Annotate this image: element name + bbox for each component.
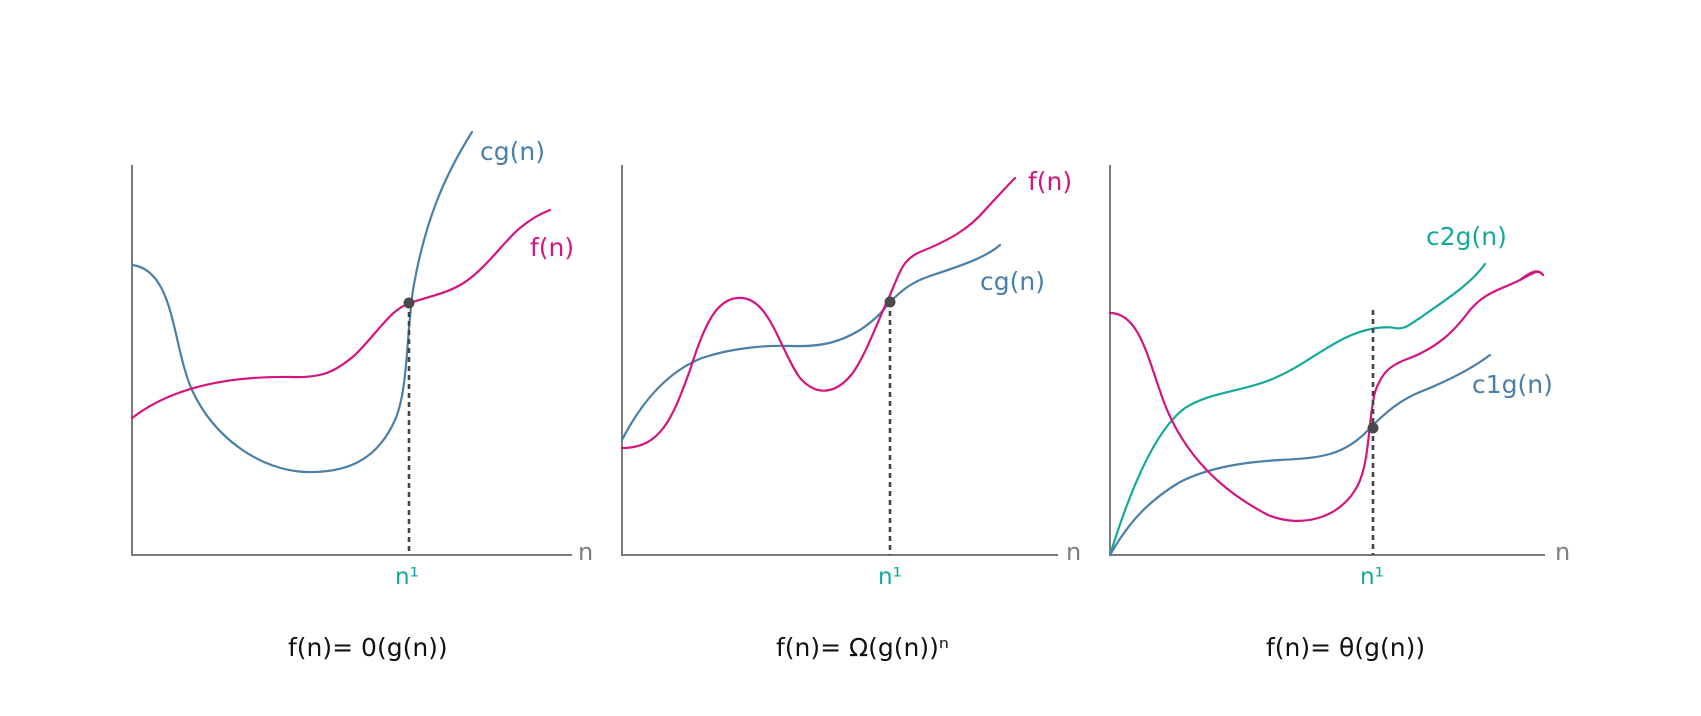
panel-1-f-curve (130, 208, 552, 420)
panel-1-curve-label-1: cg(n) (480, 137, 545, 166)
panel-3-threshold-label: n¹ (1360, 564, 1384, 590)
panel-big-theta: c2g(n) c1g(n) n n¹ f(n)= θ(g(n)) (1108, 165, 1570, 662)
panel-1-curve-label-2: f(n) (530, 233, 574, 262)
panel-2-axis-label: n (1066, 538, 1081, 566)
panel-1-intersection-point (403, 297, 415, 309)
panel-2-curve-label-2: cg(n) (980, 267, 1045, 296)
panel-big-omega: f(n) cg(n) n n¹ f(n)= Ω(g(n))ⁿ (620, 165, 1081, 662)
panel-1-cg-curve (130, 130, 474, 474)
panel-1-caption: f(n)= 0(g(n)) (288, 633, 448, 662)
panel-3-curve-label-1: c2g(n) (1426, 222, 1507, 251)
panel-3-axis-label: n (1555, 538, 1570, 566)
panel-3-intersection-point (1367, 422, 1379, 434)
panel-2-intersection-point (884, 296, 896, 308)
panel-2-cg-curve (620, 243, 1002, 442)
panel-3-f-curve (1108, 270, 1545, 522)
panel-3-curve-label-2: c1g(n) (1472, 370, 1553, 399)
panel-big-o: cg(n) f(n) n n¹ f(n)= 0(g(n)) (130, 130, 593, 662)
panel-3-c2g-curve (1108, 262, 1487, 557)
panel-1-axis-label: n (578, 538, 593, 566)
panel-2-f-curve (620, 176, 1017, 450)
panel-3-f-curve-tail (1518, 270, 1545, 282)
panel-2-axes (621, 165, 1058, 556)
panel-1-axes (131, 165, 572, 556)
panel-2-threshold-label: n¹ (878, 564, 902, 590)
panel-3-c1g-curve (1108, 353, 1492, 557)
panel-2-caption: f(n)= Ω(g(n))ⁿ (776, 633, 949, 662)
panel-2-curve-label-1: f(n) (1028, 167, 1072, 196)
panel-3-caption: f(n)= θ(g(n)) (1266, 633, 1425, 662)
panel-1-threshold-label: n¹ (395, 564, 419, 590)
